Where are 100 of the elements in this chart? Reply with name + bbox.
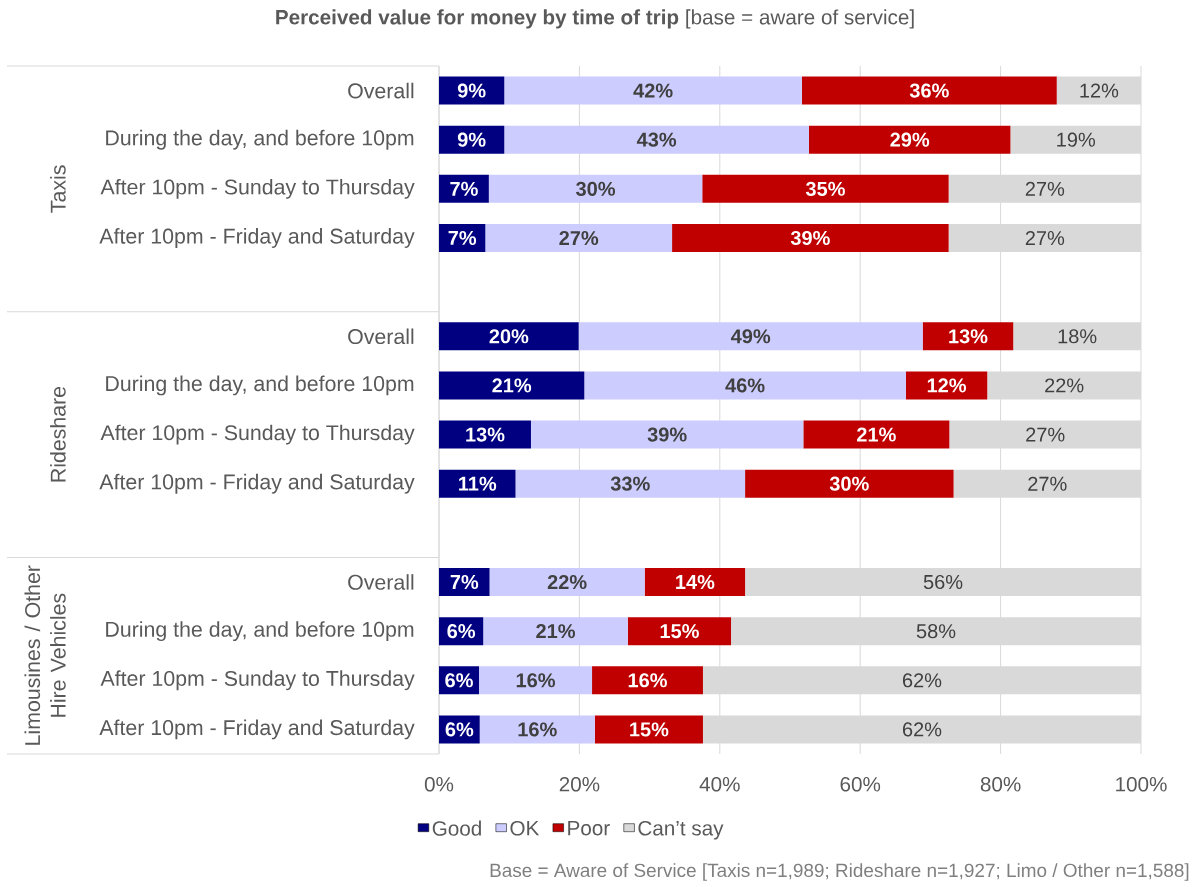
data-label: 11%	[459, 476, 497, 491]
x-tick-label: 40%	[699, 776, 740, 792]
data-label: 16%	[516, 673, 556, 688]
bar	[905, 371, 988, 400]
data-label: 6%	[445, 673, 473, 688]
bar	[439, 76, 505, 105]
bar	[672, 224, 949, 252]
data-label: 29%	[890, 132, 930, 147]
data-label: 58%	[916, 624, 956, 639]
data-label: 56%	[923, 574, 963, 590]
data-label: 13%	[466, 427, 505, 442]
bar	[515, 469, 746, 498]
data-label: 7%	[448, 230, 477, 246]
bar	[578, 322, 923, 351]
bar	[488, 174, 703, 203]
bar	[584, 371, 906, 400]
y-tick-label: After 10pm - Sunday to Thursday	[100, 178, 415, 199]
x-tick-label: 60%	[840, 776, 881, 792]
data-label: 27%	[1025, 181, 1065, 196]
data-label: 15%	[630, 722, 669, 737]
data-label: 12%	[927, 378, 967, 393]
data-label: 16%	[628, 673, 667, 688]
x-tick-label: 100%	[1116, 776, 1167, 792]
legend-label: Poor	[568, 821, 610, 836]
bar	[439, 371, 585, 400]
data-label: 30%	[829, 476, 869, 491]
data-label: 27%	[1028, 476, 1067, 491]
data-label: 35%	[805, 181, 845, 196]
bar	[801, 76, 1057, 105]
bar	[922, 322, 1014, 351]
bar	[594, 715, 703, 744]
bar	[644, 568, 746, 596]
bar	[592, 666, 703, 695]
data-label: 39%	[790, 230, 830, 246]
bar	[808, 125, 1011, 154]
legend-label: Good	[432, 820, 481, 836]
data-label: 42%	[633, 83, 673, 98]
data-label: 16%	[518, 722, 557, 737]
y-tick-label: After 10pm - Friday and Saturday	[99, 719, 415, 740]
data-label: 9%	[457, 132, 486, 147]
data-label: 27%	[1025, 230, 1065, 246]
y-tick-label: Overall	[348, 328, 414, 345]
y-tick-label: After 10pm - Sunday to Thursday	[100, 670, 415, 691]
data-label: 18%	[1058, 329, 1097, 344]
y-tick-label: After 10pm - Sunday to Thursday	[100, 424, 415, 445]
bar	[439, 420, 531, 449]
data-label: 15%	[660, 624, 699, 639]
bar	[439, 469, 516, 498]
data-label: 27%	[559, 230, 599, 246]
data-label: 46%	[725, 378, 765, 393]
data-label: 6%	[445, 722, 474, 737]
data-label: 22%	[547, 574, 587, 590]
data-label: 20%	[489, 329, 529, 344]
bar	[803, 420, 950, 449]
data-label: 22%	[1045, 378, 1084, 393]
text: Base = Aware of Service [Taxis n=1,989; Rideshare n=1,927; Limo / Other n=1,588]	[490, 863, 1189, 881]
data-label: 36%	[909, 83, 949, 98]
legend-label: Can’t say	[638, 820, 724, 840]
text: Limousines / Other Hire Vehicles	[24, 565, 66, 745]
bar	[479, 666, 593, 695]
bar	[504, 125, 809, 154]
data-label: 62%	[902, 722, 942, 737]
y-tick-label: After 10pm - Friday and Saturday	[99, 228, 415, 248]
bar	[627, 617, 732, 646]
bar	[530, 420, 804, 449]
x-tick-label: 0%	[424, 776, 454, 792]
bar	[479, 715, 595, 744]
legend-label: OK	[510, 820, 540, 836]
y-tick-label: After 10pm - Friday and Saturday	[99, 473, 415, 494]
data-label: 7%	[450, 574, 479, 590]
bar	[504, 76, 802, 105]
bar	[439, 125, 505, 154]
y-tick-label: During the day, and before 10pm	[106, 621, 414, 642]
data-label: 6%	[447, 624, 476, 639]
data-label: 39%	[647, 427, 687, 442]
bar	[745, 469, 954, 498]
data-label: 21%	[536, 624, 576, 639]
data-label: 33%	[610, 476, 650, 491]
data-label: 43%	[636, 132, 677, 147]
y-tick-label: Overall	[348, 574, 414, 590]
bar	[483, 617, 628, 646]
text: Taxis	[50, 165, 66, 213]
y-tick-label: During the day, and before 10pm	[106, 375, 414, 396]
bar	[702, 174, 949, 203]
data-label: 14%	[676, 574, 715, 590]
y-tick-label: During the day, and before 10pm	[106, 129, 414, 150]
data-label: 62%	[902, 673, 942, 688]
data-label: 49%	[730, 329, 771, 344]
data-label: 13%	[949, 329, 988, 344]
data-label: 9%	[457, 83, 486, 98]
x-tick-label: 80%	[980, 776, 1021, 792]
data-label: 30%	[576, 181, 616, 196]
data-label: 21%	[492, 378, 532, 393]
data-label: 7%	[450, 181, 478, 196]
data-label: 21%	[857, 427, 896, 442]
bar	[439, 568, 490, 596]
x-tick-label: 20%	[559, 776, 600, 792]
bar	[485, 224, 673, 252]
bar	[489, 568, 645, 596]
data-label: 27%	[1026, 427, 1065, 442]
